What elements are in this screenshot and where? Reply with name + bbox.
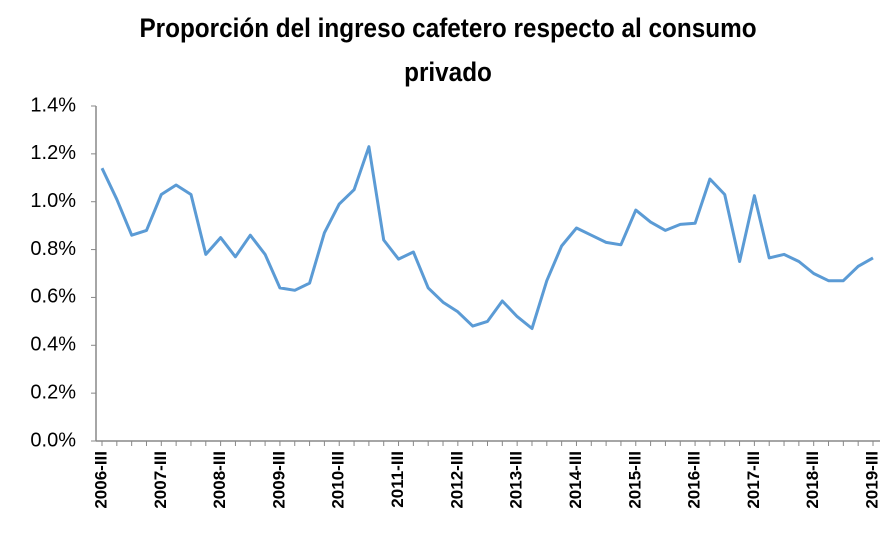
- x-tick-label: 2009-III: [269, 451, 288, 509]
- x-tick-label: 2016-III: [685, 451, 704, 509]
- x-tick-label: 2008-III: [210, 451, 229, 509]
- y-tick-label: 0.0%: [30, 429, 76, 451]
- y-tick-label: 1.4%: [30, 94, 76, 116]
- data-line: [100, 145, 874, 330]
- x-tick-label: 2011-III: [388, 451, 407, 508]
- x-tick-label: 2017-III: [744, 451, 763, 509]
- y-tick-label: 0.2%: [30, 381, 76, 403]
- y-tick-label: 0.4%: [30, 334, 76, 356]
- chart-title: Proporción del ingreso cafetero respecto…: [139, 13, 757, 87]
- x-tick-label: 2014-III: [566, 451, 585, 509]
- x-tick-label: 2010-III: [329, 451, 348, 509]
- y-tick-label: 0.6%: [30, 286, 76, 308]
- y-tick-label: 1.0%: [30, 190, 76, 212]
- x-tick-label: 2018-III: [803, 451, 822, 509]
- y-tick-label: 0.8%: [30, 238, 76, 260]
- x-tick-label: 2012-III: [447, 451, 466, 509]
- x-tick-label: 2013-III: [507, 451, 526, 509]
- x-tick-label: 2015-III: [625, 451, 644, 509]
- x-tick-label: 2007-III: [151, 451, 170, 509]
- y-tick-label: 1.2%: [30, 142, 76, 164]
- x-tick-label: 2006-III: [91, 451, 110, 509]
- x-tick-label: 2019-III: [862, 451, 881, 509]
